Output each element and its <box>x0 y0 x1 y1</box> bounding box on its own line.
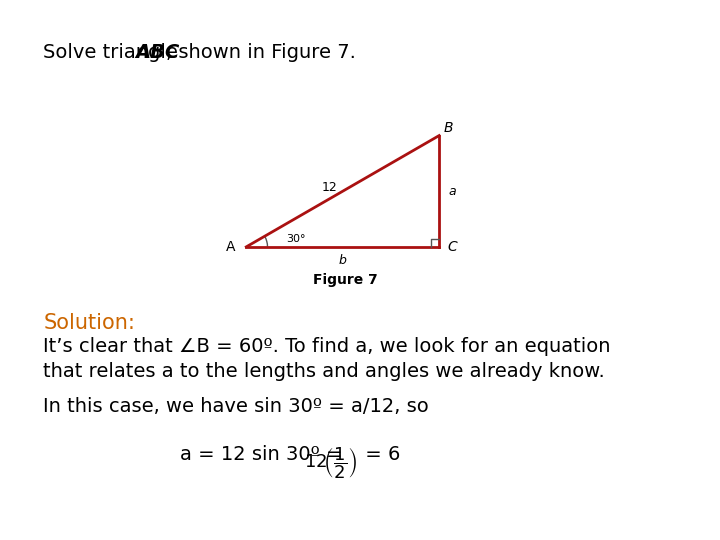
Text: $12\!\left(\dfrac{1}{2}\right)$: $12\!\left(\dfrac{1}{2}\right)$ <box>304 446 357 481</box>
Text: In this case, we have sin 30º = a/12, so: In this case, we have sin 30º = a/12, so <box>43 397 429 416</box>
Text: It’s clear that ∠B = 60º. To find a, we look for an equation: It’s clear that ∠B = 60º. To find a, we … <box>43 338 611 356</box>
Text: 12: 12 <box>321 181 337 194</box>
Text: that relates a to the lengths and angles we already know.: that relates a to the lengths and angles… <box>43 362 605 381</box>
Text: Solve triangle: Solve triangle <box>43 43 184 62</box>
Text: , shown in Figure 7.: , shown in Figure 7. <box>166 43 356 62</box>
Text: A: A <box>226 240 235 254</box>
Text: Figure 7: Figure 7 <box>313 273 378 287</box>
Text: C: C <box>448 240 457 254</box>
Text: B: B <box>444 121 454 135</box>
Text: 30°: 30° <box>287 234 306 244</box>
Text: a = 12 sin 30º =: a = 12 sin 30º = <box>180 446 348 464</box>
Text: a: a <box>449 185 456 198</box>
Text: = 6: = 6 <box>359 446 400 464</box>
Text: b: b <box>339 254 346 267</box>
Text: Solution:: Solution: <box>43 313 135 333</box>
Text: ABC: ABC <box>135 43 180 62</box>
